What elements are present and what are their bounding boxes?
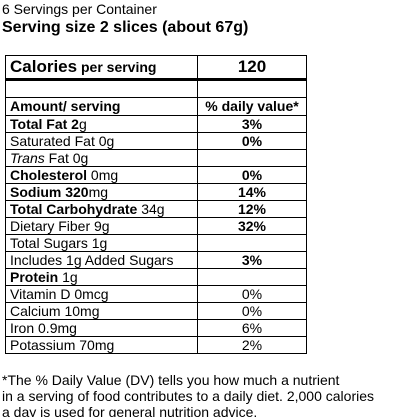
nutrient-daily-value: 3% bbox=[197, 251, 307, 269]
nutrient-row: Saturated Fat 0g 0% bbox=[5, 132, 307, 150]
nutrient-daily-value: 32% bbox=[197, 217, 307, 235]
nutrition-facts-table: Calories per serving 120 Amount/ serving… bbox=[5, 55, 307, 354]
nutrient-daily-value: 0% bbox=[197, 166, 307, 184]
nutrient-daily-value: 12% bbox=[197, 200, 307, 218]
calories-sub-label: per serving bbox=[77, 59, 157, 75]
nutrient-name: Saturated Fat 0g bbox=[5, 132, 198, 150]
nutrient-name: Sodium 320mg bbox=[5, 183, 198, 201]
nutrient-daily-value: 6% bbox=[197, 319, 307, 337]
nutrient-row: Vitamin D 0mcg 0% bbox=[5, 285, 307, 303]
nutrient-daily-value bbox=[197, 234, 307, 252]
calories-label-cell: Calories per serving bbox=[5, 55, 198, 80]
daily-value-header: % daily value* bbox=[197, 97, 307, 116]
nutrient-row: Calcium 10mg 0% bbox=[5, 302, 307, 320]
nutrient-row: Potassium 70mg 2% bbox=[5, 336, 307, 354]
nutrient-name: Protein 1g bbox=[5, 268, 198, 286]
nutrient-label: Iron 0.9mg bbox=[10, 320, 77, 336]
nutrient-label: Calcium 10mg bbox=[10, 303, 100, 319]
nutrient-daily-value: 14% bbox=[197, 183, 307, 201]
nutrient-row: Iron 0.9mg 6% bbox=[5, 319, 307, 337]
amount-per-serving-header: Amount/ serving bbox=[5, 97, 198, 116]
servings-per-container: 6 Servings per Container bbox=[2, 1, 157, 17]
nutrient-daily-value: 0% bbox=[197, 132, 307, 150]
table-header-row: Amount/ serving % daily value* bbox=[5, 97, 307, 116]
nutrient-row: Includes 1g Added Sugars 3% bbox=[5, 251, 307, 269]
footnote-line: *The % Daily Value (DV) tells you how mu… bbox=[2, 372, 340, 388]
nutrient-daily-value: 0% bbox=[197, 302, 307, 320]
nutrient-name: Dietary Fiber 9g bbox=[5, 217, 198, 235]
nutrient-label: Total Fat 2 bbox=[10, 116, 79, 132]
nutrient-label: Saturated Fat 0g bbox=[10, 133, 115, 149]
nutrient-label: Sodium 320 bbox=[10, 184, 89, 200]
nutrient-label: Potassium 70mg bbox=[10, 337, 115, 353]
nutrient-row: Dietary Fiber 9g 32% bbox=[5, 217, 307, 235]
nutrient-row: Total Fat 2g 3% bbox=[5, 115, 307, 133]
nutrient-amount: g bbox=[78, 116, 87, 132]
nutrient-row: Total Sugars 1g bbox=[5, 234, 307, 252]
nutrient-daily-value: 3% bbox=[197, 115, 307, 133]
nutrient-name-italic: Trans bbox=[10, 150, 45, 166]
nutrient-name: Total Sugars 1g bbox=[5, 234, 198, 252]
nutrient-daily-value bbox=[197, 268, 307, 286]
nutrient-name: Trans Fat 0g bbox=[5, 149, 198, 167]
nutrient-name: Iron 0.9mg bbox=[5, 319, 198, 337]
nutrient-label: Vitamin D 0mcg bbox=[10, 286, 109, 302]
nutrient-label: Protein bbox=[10, 269, 59, 285]
calories-label: Calories bbox=[10, 57, 78, 76]
nutrient-name: Vitamin D 0mcg bbox=[5, 285, 198, 303]
nutrient-name: Includes 1g Added Sugars bbox=[5, 251, 198, 269]
nutrient-name: Calcium 10mg bbox=[5, 302, 198, 320]
nutrient-amount: 34g bbox=[137, 201, 165, 217]
serving-size: Serving size 2 slices (about 67g) bbox=[2, 19, 249, 36]
blank-cell bbox=[197, 78, 307, 98]
blank-cell bbox=[5, 78, 198, 98]
nutrient-label: Dietary Fiber 9g bbox=[10, 218, 110, 234]
nutrient-rows: Total Fat 2g 3% Saturated Fat 0g 0% Trans Fa… bbox=[5, 115, 307, 354]
nutrient-label: Total Carbohydrate bbox=[10, 201, 138, 217]
nutrient-label: Cholesterol bbox=[10, 167, 88, 183]
nutrient-row: Sodium 320mg 14% bbox=[5, 183, 307, 201]
nutrient-row: Trans Fat 0g bbox=[5, 149, 307, 167]
footnote-line: in a serving of food contributes to a da… bbox=[2, 388, 374, 404]
daily-value-footnote: *The % Daily Value (DV) tells you how mu… bbox=[2, 372, 407, 417]
nutrient-label: Includes 1g Added Sugars bbox=[10, 252, 174, 268]
calories-row: Calories per serving 120 bbox=[5, 55, 307, 80]
nutrient-name: Potassium 70mg bbox=[5, 336, 198, 354]
nutrient-row: Total Carbohydrate 34g 12% bbox=[5, 200, 307, 218]
nutrient-daily-value bbox=[197, 149, 307, 167]
nutrient-name: Cholesterol 0mg bbox=[5, 166, 198, 184]
nutrient-name: Total Fat 2g bbox=[5, 115, 198, 133]
nutrient-amount: 1g bbox=[58, 269, 78, 285]
blank-row bbox=[5, 78, 307, 98]
nutrient-daily-value: 0% bbox=[197, 285, 307, 303]
nutrient-amount: mg bbox=[88, 184, 109, 200]
nutrient-name: Total Carbohydrate 34g bbox=[5, 200, 198, 218]
nutrient-daily-value: 2% bbox=[197, 336, 307, 354]
nutrient-label: Fat 0g bbox=[44, 150, 89, 166]
nutrient-amount: 0mg bbox=[87, 167, 119, 183]
nutrient-row: Protein 1g bbox=[5, 268, 307, 286]
nutrient-label: Total Sugars 1g bbox=[10, 235, 108, 251]
calories-value: 120 bbox=[197, 55, 307, 80]
footnote-line: a day is used for general nutrition advi… bbox=[2, 404, 258, 417]
nutrient-row: Cholesterol 0mg 0% bbox=[5, 166, 307, 184]
